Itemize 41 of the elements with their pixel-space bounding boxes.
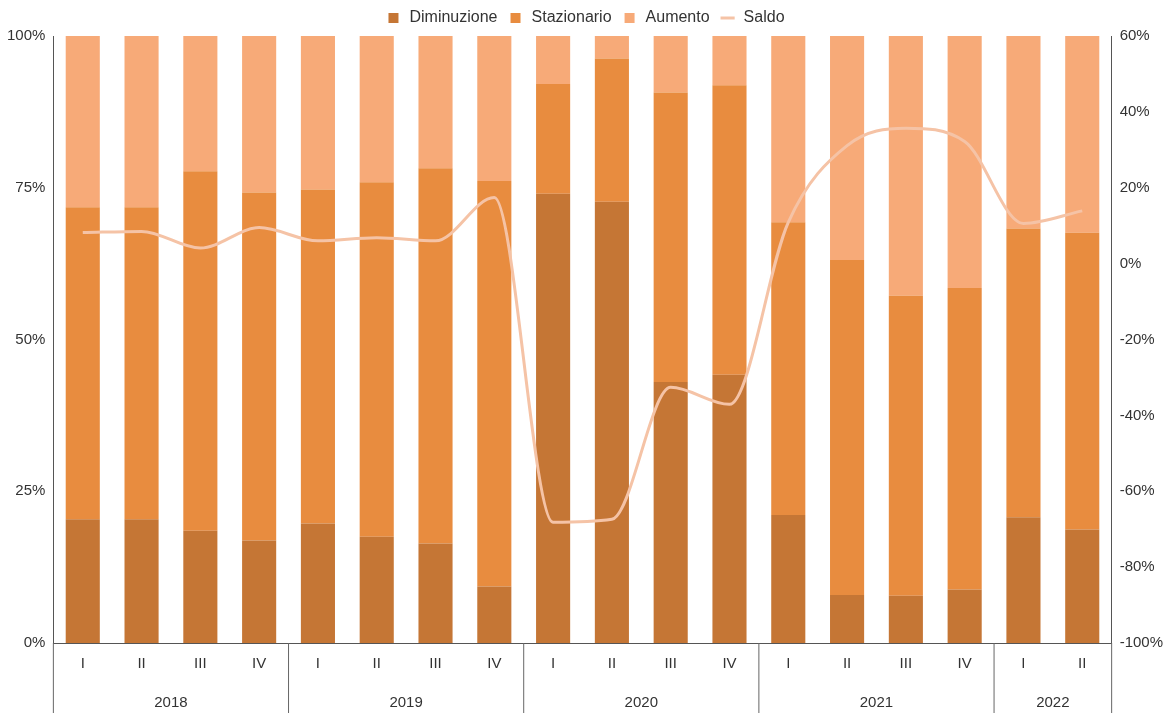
y-tick-label: 75% (15, 177, 46, 195)
x-tick-label: II (842, 654, 852, 672)
x-tick-label: I (1021, 654, 1026, 672)
y2-tick-label: -20% (1119, 329, 1155, 347)
text: 2022 (1036, 693, 1070, 711)
x-tick-label: I (786, 654, 791, 672)
y2-tick-label: 0% (1119, 253, 1142, 271)
y2-tick-label: 20% (1119, 177, 1150, 195)
text: 2018 (154, 693, 188, 711)
y-tick-label: 0% (23, 633, 46, 651)
legend-label: Stazionario (531, 8, 612, 26)
text: 2020 (624, 693, 658, 711)
text: 2021 (859, 693, 894, 711)
x-tick-label: III (429, 654, 442, 672)
y2-tick-label: 60% (1119, 26, 1150, 44)
y2-tick-label: -60% (1119, 481, 1155, 499)
legend-label: Saldo (743, 8, 785, 26)
y2-tick-label: -100% (1119, 633, 1163, 651)
text: 2019 (389, 693, 423, 711)
x-tick-label: III (194, 654, 207, 672)
x-tick-label: II (137, 654, 146, 672)
x-tick-label: IV (252, 654, 267, 672)
legend-label: Diminuzione (409, 8, 498, 26)
x-tick-label: II (372, 654, 381, 672)
x-tick-label: II (607, 654, 617, 672)
y2-tick-label: -40% (1119, 405, 1155, 423)
y2-tick-label: -80% (1119, 557, 1155, 575)
x-tick-label: I (315, 654, 321, 672)
y-tick-label: 25% (15, 481, 46, 499)
x-tick-label: IV (487, 654, 502, 672)
x-tick-label: I (551, 654, 556, 672)
x-tick-label: IV (957, 654, 972, 672)
x-tick-label: IV (722, 654, 737, 672)
x-tick-label: I (80, 654, 85, 672)
x-tick-label: III (664, 654, 677, 672)
legend-label: Aumento (645, 8, 710, 26)
x-tick-label: III (899, 654, 913, 672)
y-tick-label: 100% (6, 26, 46, 44)
y2-tick-label: 40% (1119, 102, 1150, 120)
x-tick-label: II (1078, 654, 1087, 672)
y-tick-label: 50% (15, 329, 46, 347)
